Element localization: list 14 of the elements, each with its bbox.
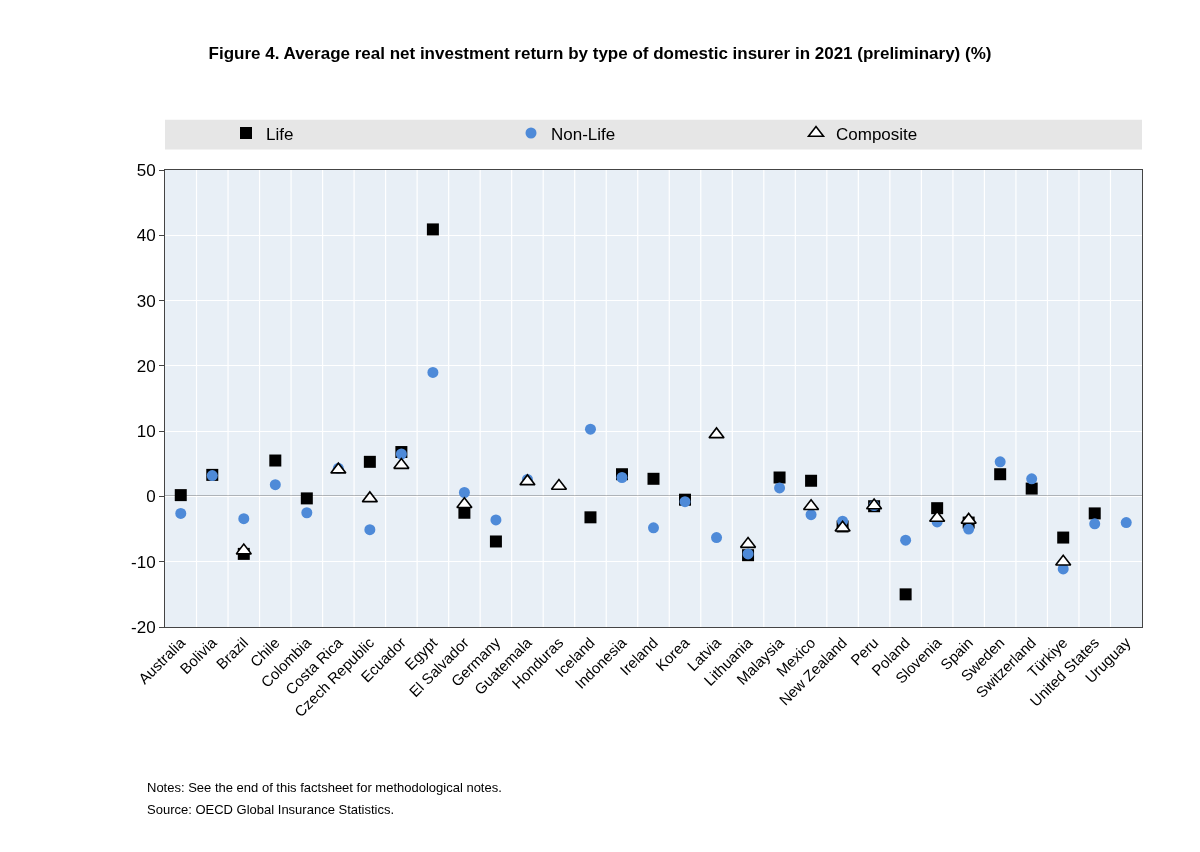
y-tick-label: 0 — [146, 487, 156, 507]
y-tick-label: 30 — [136, 291, 156, 311]
y-tick-label: 50 — [136, 160, 156, 180]
legend-label: Non-Life — [551, 124, 616, 144]
legend-label: Composite — [836, 124, 918, 144]
y-tick-label: 40 — [136, 226, 156, 246]
y-tick-label: -20 — [131, 617, 156, 637]
legend-label: Life — [266, 124, 294, 144]
y-tick-label: 10 — [136, 422, 156, 442]
y-tick-label: 20 — [136, 356, 156, 376]
text: Notes: See the end of this factsheet for methodological notes. — [147, 780, 502, 795]
chart-title: Figure 4. Average real net investment return by type of domestic insurer in 2021 (preliminary) (%) — [208, 43, 992, 63]
source-note: Source: OECD Global Insurance Statistics. — [147, 802, 395, 817]
y-tick-label: -10 — [131, 552, 156, 572]
